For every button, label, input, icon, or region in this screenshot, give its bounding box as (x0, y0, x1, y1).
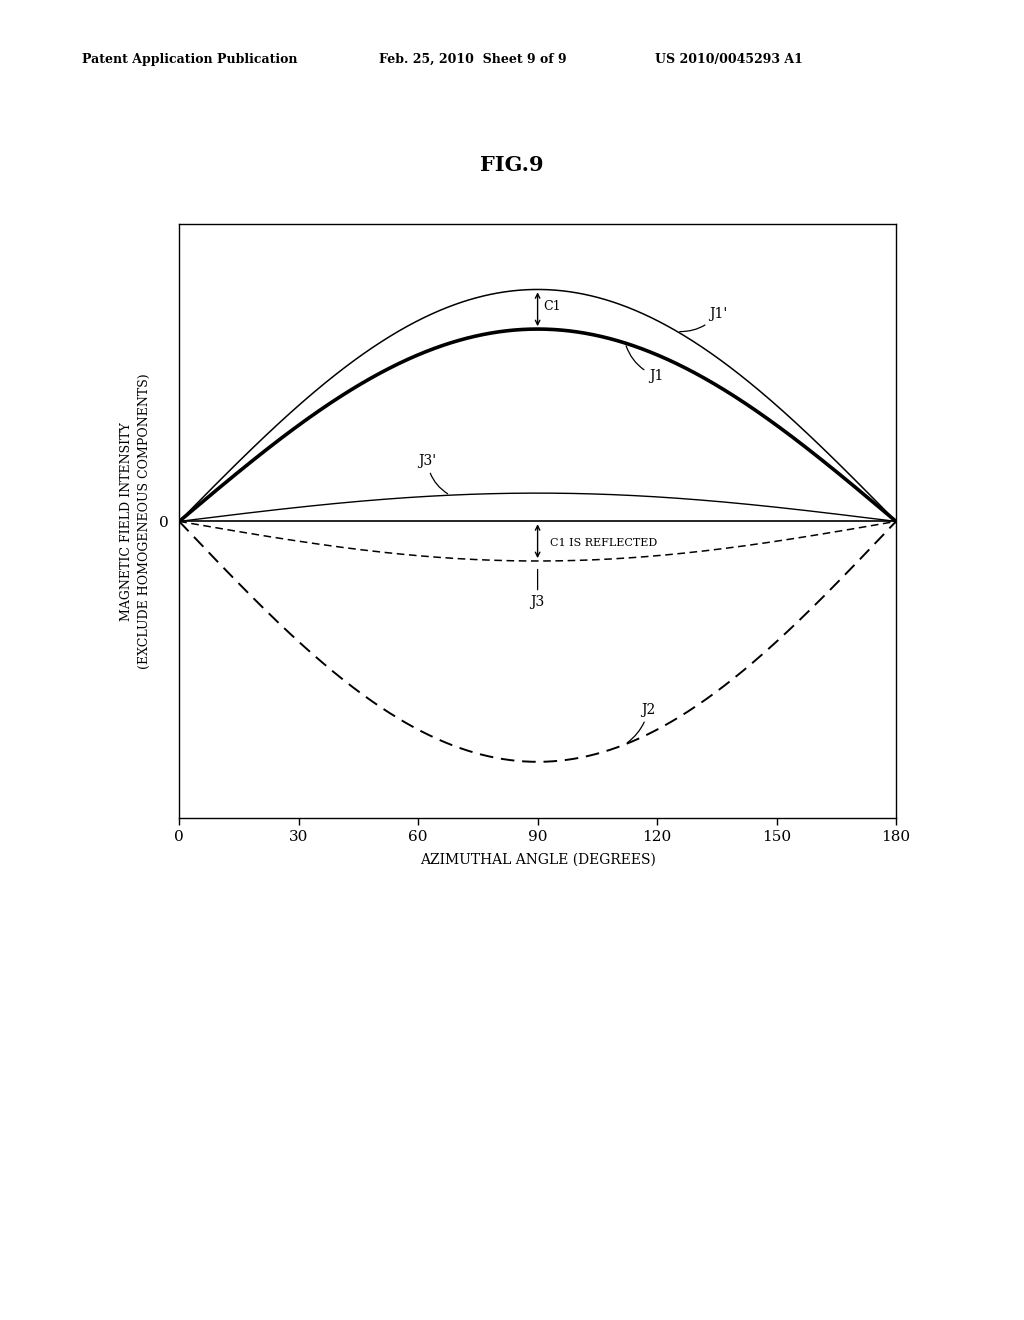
Text: C1: C1 (544, 300, 561, 313)
Text: Patent Application Publication: Patent Application Publication (82, 53, 297, 66)
Text: C1 IS REFLECTED: C1 IS REFLECTED (550, 537, 656, 548)
Text: Feb. 25, 2010  Sheet 9 of 9: Feb. 25, 2010 Sheet 9 of 9 (379, 53, 566, 66)
Text: J2: J2 (628, 702, 655, 743)
Text: US 2010/0045293 A1: US 2010/0045293 A1 (655, 53, 803, 66)
Text: J1': J1' (680, 306, 727, 331)
Text: J3: J3 (530, 569, 545, 610)
Text: J3': J3' (418, 454, 447, 494)
X-axis label: AZIMUTHAL ANGLE (DEGREES): AZIMUTHAL ANGLE (DEGREES) (420, 853, 655, 866)
Text: J1: J1 (626, 346, 664, 383)
Text: FIG.9: FIG.9 (480, 154, 544, 176)
Y-axis label: MAGNETIC FIELD INTENSITY
(EXCLUDE HOMOGENEOUS COMPONENTS): MAGNETIC FIELD INTENSITY (EXCLUDE HOMOGE… (120, 374, 151, 669)
